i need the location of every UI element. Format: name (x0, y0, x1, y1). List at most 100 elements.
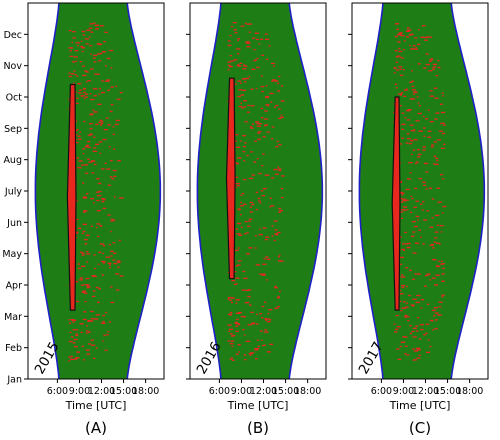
event-mark (264, 344, 266, 346)
event-mark (412, 149, 416, 151)
event-mark (426, 36, 430, 38)
event-mark (441, 273, 445, 275)
event-mark (78, 138, 82, 140)
event-mark (406, 209, 409, 211)
event-mark (423, 334, 427, 336)
sunset-line (288, 2, 324, 380)
event-mark (429, 345, 432, 348)
event-mark (239, 62, 243, 64)
event-mark (227, 297, 233, 299)
y-tick-label: Feb (5, 343, 22, 354)
event-mark (438, 130, 443, 132)
panel-label: (A) (85, 419, 107, 437)
event-mark (95, 123, 99, 126)
event-mark (83, 311, 87, 313)
event-mark (73, 70, 76, 72)
event-mark (237, 247, 240, 249)
event-mark (259, 228, 261, 230)
event-mark (399, 74, 404, 76)
event-mark (427, 136, 432, 138)
event-mark (410, 140, 414, 142)
event-mark (410, 98, 416, 100)
event-mark (234, 249, 239, 251)
event-mark (94, 318, 99, 320)
event-mark (229, 311, 233, 314)
event-mark (247, 42, 251, 44)
event-mark (115, 119, 120, 122)
event-mark (76, 157, 79, 159)
event-mark (398, 66, 403, 68)
event-mark (404, 345, 408, 347)
event-mark (267, 313, 270, 315)
event-mark (422, 181, 426, 183)
event-mark (113, 175, 117, 178)
event-mark (434, 163, 439, 165)
event-mark (427, 130, 432, 132)
event-mark (78, 160, 83, 162)
event-mark (254, 235, 257, 237)
event-mark (228, 330, 230, 332)
event-mark (85, 251, 89, 253)
event-mark (87, 134, 92, 136)
dense-event-box (66, 83, 77, 311)
event-mark (429, 90, 433, 92)
event-mark (433, 315, 436, 317)
event-mark (440, 173, 444, 176)
event-mark (417, 219, 419, 221)
event-mark (110, 104, 114, 106)
event-mark (105, 65, 107, 67)
event-mark (247, 295, 251, 298)
event-mark (262, 153, 265, 155)
event-mark (405, 110, 411, 112)
event-mark (275, 173, 279, 175)
event-mark (254, 32, 259, 34)
event-mark (279, 210, 284, 212)
event-mark (405, 142, 409, 144)
event-mark (418, 338, 422, 340)
event-mark (434, 328, 438, 330)
event-mark (437, 139, 441, 141)
panel-label: (C) (409, 419, 431, 437)
event-mark (271, 225, 274, 227)
event-mark (410, 235, 415, 237)
event-mark (111, 218, 113, 220)
event-mark (405, 199, 409, 201)
event-mark (240, 102, 242, 104)
event-mark (415, 301, 420, 304)
event-mark (257, 138, 261, 140)
event-mark (68, 30, 72, 32)
event-mark (227, 44, 232, 47)
event-mark (266, 58, 269, 60)
event-mark (398, 143, 403, 145)
event-mark (71, 336, 74, 338)
event-mark (93, 61, 97, 63)
event-mark (278, 143, 282, 146)
event-mark (98, 288, 101, 290)
event-mark (413, 350, 419, 352)
event-mark (411, 70, 413, 72)
event-mark (426, 303, 430, 305)
event-mark (415, 325, 418, 327)
event-mark (399, 290, 402, 292)
event-mark (110, 67, 113, 69)
event-mark (271, 235, 274, 237)
event-mark (441, 132, 446, 135)
event-mark (97, 301, 100, 303)
sunset-line (126, 2, 162, 380)
event-mark (237, 260, 242, 262)
event-mark (72, 37, 76, 39)
event-mark (113, 252, 117, 254)
event-mark (229, 343, 234, 345)
event-mark (405, 267, 409, 269)
event-mark (409, 81, 413, 83)
event-mark (425, 53, 429, 55)
event-mark (257, 197, 261, 200)
event-mark (93, 136, 96, 138)
x-tick-label: 15:00 (272, 386, 299, 397)
event-mark (231, 345, 234, 348)
event-mark (261, 54, 265, 56)
event-mark (411, 221, 414, 223)
x-tick-label: 6:00 (47, 386, 68, 397)
event-mark (98, 87, 102, 90)
event-mark (241, 107, 245, 109)
